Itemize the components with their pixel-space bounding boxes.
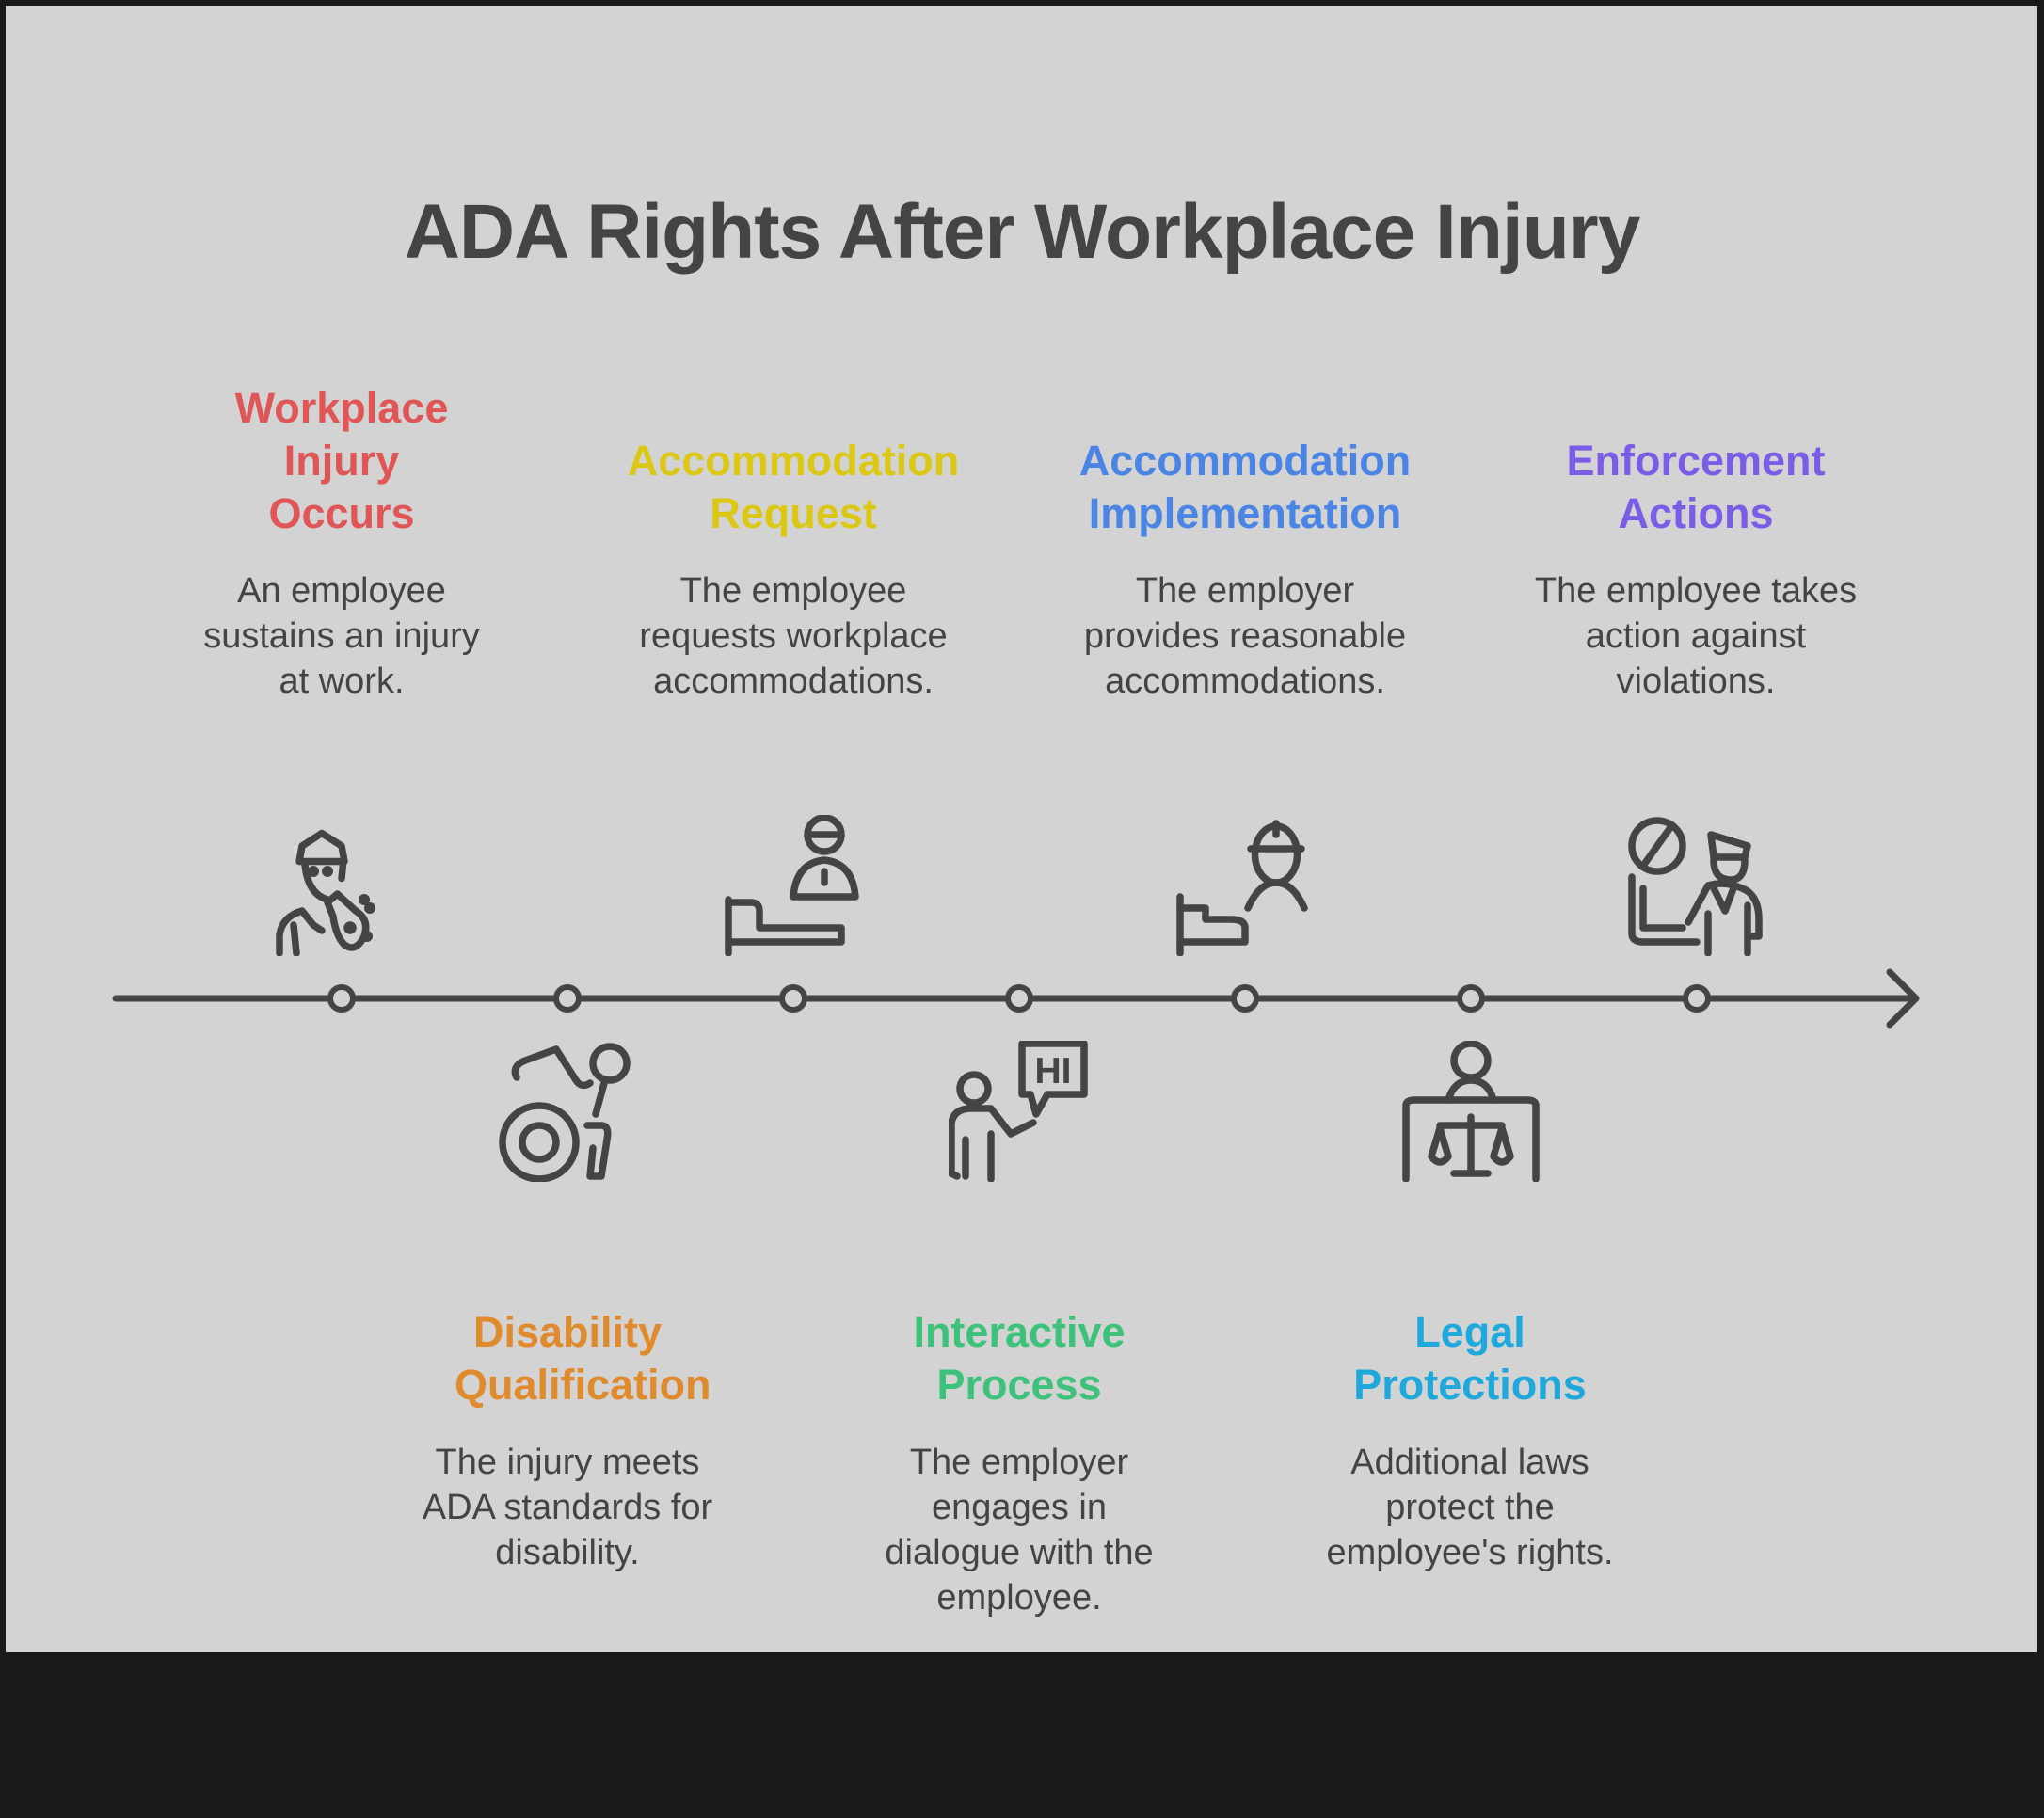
step-description: The employee requests workplace accommod…: [639, 571, 948, 701]
timeline-node: [327, 984, 356, 1013]
timeline-node: [553, 984, 582, 1013]
wheelchair-icon: [497, 1041, 638, 1183]
step-heading: Accommodation Implementation: [1078, 437, 1412, 537]
bubble-text: HI: [1035, 1051, 1072, 1092]
step-accommodation-implementation: Accommodation Implementation The employe…: [1047, 435, 1443, 704]
step-legal-protections: Legal Protections Additional laws protec…: [1272, 1306, 1668, 1575]
step-heading: Accommodation Request: [627, 437, 960, 537]
patient-bed-icon: [723, 814, 864, 957]
step-description: An employee sustains an injury at work.: [203, 571, 480, 701]
step-heading: Enforcement Actions: [1566, 437, 1826, 537]
officer-prohibited-icon: [1626, 815, 1767, 957]
step-interactive-process: Interactive Process The employer engages…: [822, 1306, 1217, 1620]
diagram-canvas: [6, 6, 2037, 1652]
timeline-node: [1683, 984, 1711, 1013]
timeline-node: [779, 984, 807, 1013]
step-heading: Disability Qualification: [455, 1308, 711, 1409]
timeline-node: [1231, 984, 1259, 1013]
step-heading: Workplace Injury Occurs: [234, 384, 449, 537]
step-workplace-injury: Workplace Injury Occurs An employee sust…: [144, 382, 539, 704]
step-description: The employer engages in dialogue with th…: [885, 1443, 1154, 1618]
step-description: The employer provides reasonable accommo…: [1083, 571, 1407, 701]
step-disability-qualification: Disability Qualification The injury meet…: [370, 1306, 765, 1575]
timeline-arrow-head: [1886, 968, 1920, 1029]
step-accommodation-request: Accommodation Request The employee reque…: [596, 435, 991, 704]
step-enforcement-actions: Enforcement Actions The employee takes a…: [1498, 435, 1893, 704]
injured-worker-icon: [271, 815, 412, 957]
judge-scales-icon: [1400, 1040, 1541, 1183]
speech-bubble-person-icon: HI: [948, 1040, 1090, 1183]
step-description: The employee takes action against violat…: [1534, 571, 1858, 701]
timeline-node: [1457, 984, 1485, 1013]
step-heading: Legal Protections: [1353, 1308, 1587, 1409]
timeline-node: [1005, 984, 1033, 1013]
page-title: ADA Rights After Workplace Injury: [404, 189, 1641, 275]
step-heading: Interactive Process: [913, 1308, 1126, 1409]
step-description: Additional laws protect the employee's r…: [1326, 1443, 1614, 1572]
step-description: The injury meets ADA standards for disab…: [422, 1443, 713, 1572]
worker-helmet-bed-icon: [1174, 815, 1316, 957]
